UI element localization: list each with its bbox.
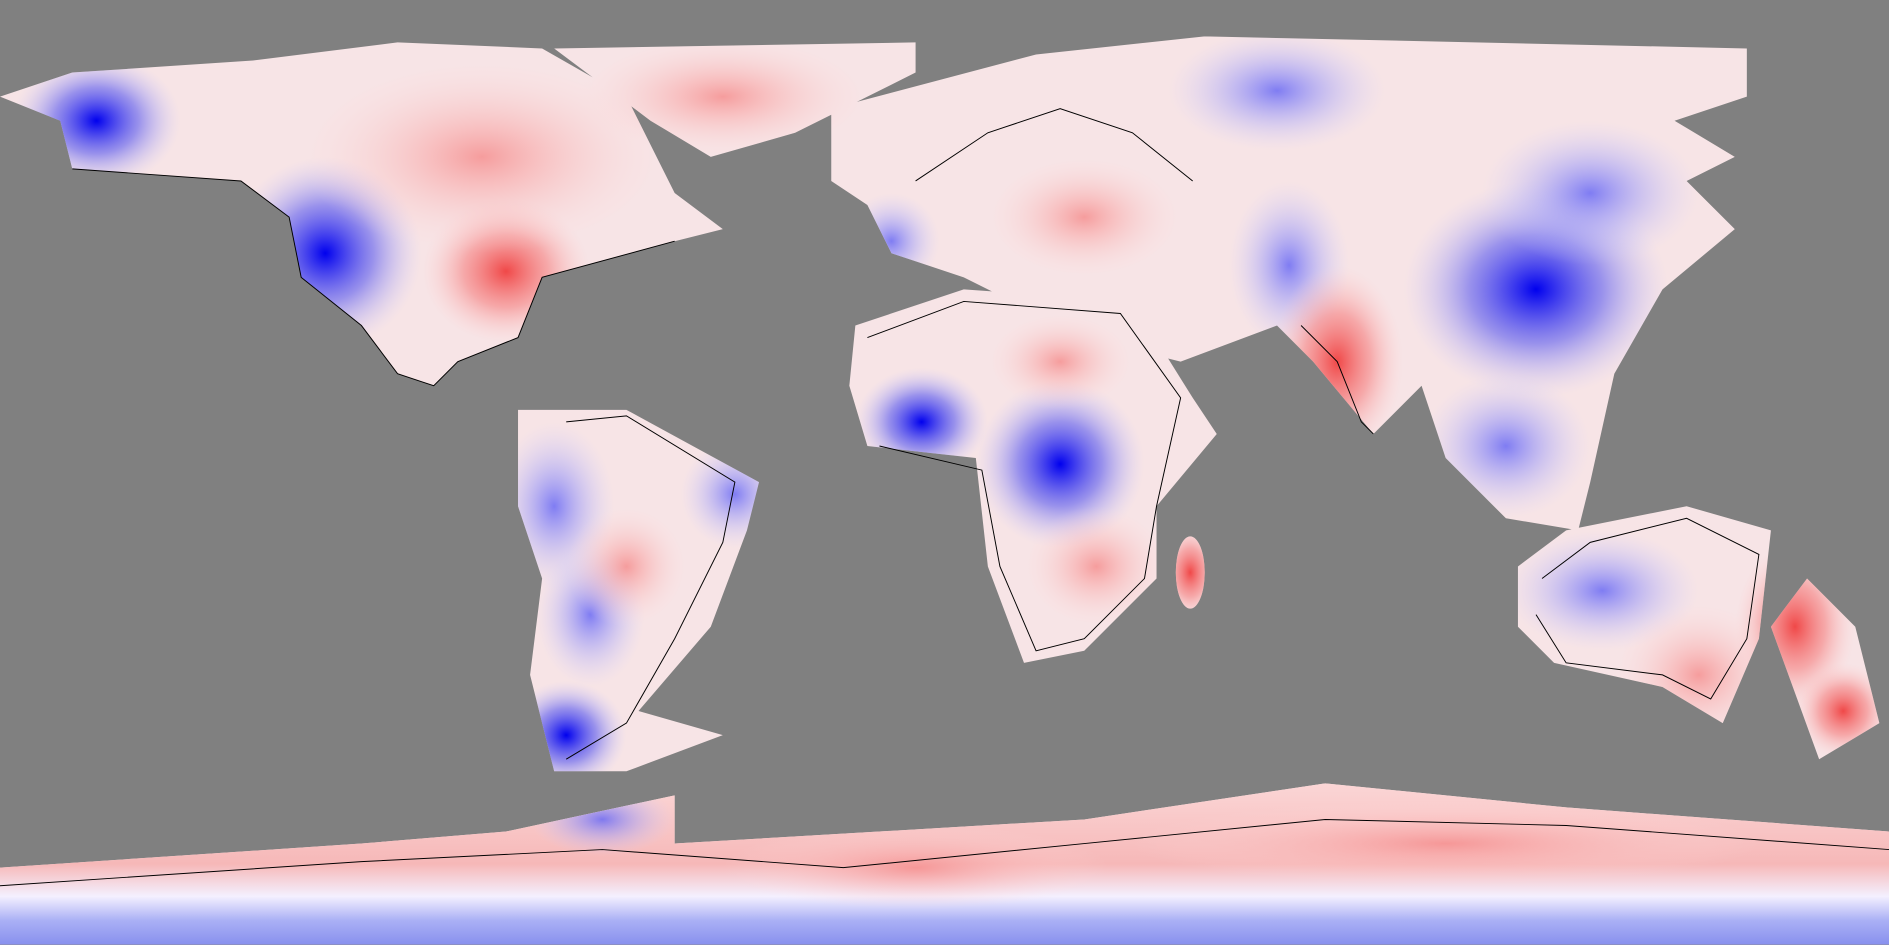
coastline xyxy=(915,108,1193,182)
coastline xyxy=(1300,325,1374,435)
anomaly-patch xyxy=(987,313,1133,410)
anomaly-patch xyxy=(1168,36,1386,151)
anomaly-patch xyxy=(1132,801,1759,886)
anomaly-patch xyxy=(987,156,1181,278)
coastline xyxy=(867,300,1182,652)
coastline xyxy=(0,818,1889,887)
coastline xyxy=(72,168,675,387)
coastlines xyxy=(0,108,1889,887)
anomaly-patch xyxy=(975,379,1145,549)
anomaly-patch xyxy=(301,60,663,254)
coastline xyxy=(1535,517,1760,700)
anomaly-patch xyxy=(722,825,1109,910)
anomaly-patch xyxy=(566,506,687,627)
anomaly-patch xyxy=(1024,506,1169,627)
coastline xyxy=(565,415,736,760)
anomaly-patch xyxy=(1481,120,1699,266)
